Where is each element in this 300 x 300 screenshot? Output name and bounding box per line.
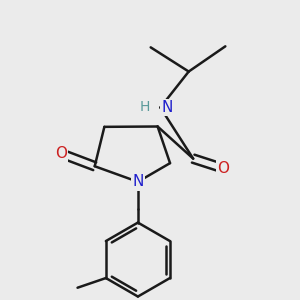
Text: N: N	[162, 100, 173, 115]
Text: O: O	[55, 146, 67, 161]
Text: N: N	[132, 174, 144, 189]
Text: O: O	[217, 161, 229, 176]
Text: H: H	[140, 100, 150, 115]
